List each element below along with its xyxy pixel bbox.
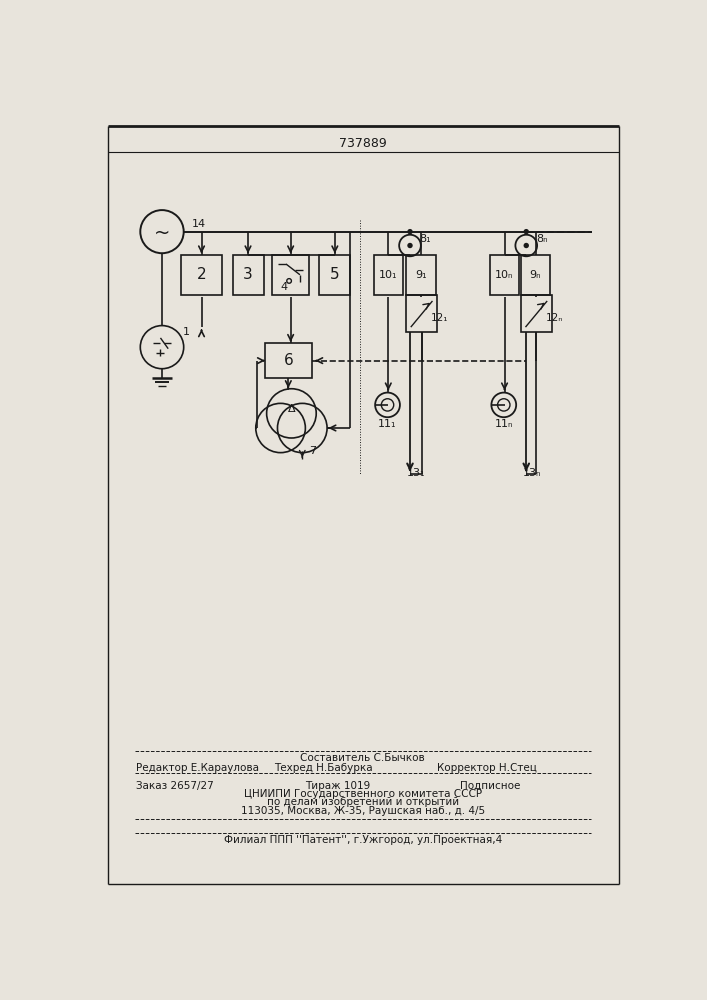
Text: 13₁: 13₁ (407, 468, 426, 478)
Bar (265, 343, 312, 378)
Bar (521, 295, 552, 332)
Text: 737889: 737889 (339, 137, 387, 150)
Text: по делам изобретений и открытий: по делам изобретений и открытий (267, 797, 459, 807)
Text: 1: 1 (183, 327, 190, 337)
Bar (406, 255, 436, 295)
Text: Корректор Н.Стец: Корректор Н.Стец (437, 763, 537, 773)
Text: Филиал ППП ''Патент'', г.Ужгород, ул.Проектная,4: Филиал ППП ''Патент'', г.Ужгород, ул.Про… (223, 835, 502, 845)
Text: Редактор Е.Караулова: Редактор Е.Караулова (136, 763, 259, 773)
Text: Тираж 1019: Тираж 1019 (305, 781, 370, 791)
Text: 12ₙ: 12ₙ (546, 313, 563, 323)
Text: 6: 6 (284, 353, 293, 368)
Bar (320, 255, 351, 295)
Text: 11ₙ: 11ₙ (494, 419, 513, 429)
Bar (182, 255, 222, 295)
Text: Техред Н.Бабурка: Техред Н.Бабурка (274, 763, 373, 773)
Text: 4: 4 (281, 282, 288, 292)
Text: 9₁: 9₁ (415, 270, 426, 280)
Text: Составитель С.Бычков: Составитель С.Бычков (300, 753, 425, 763)
Text: 10₁: 10₁ (379, 270, 397, 280)
Text: 3: 3 (243, 267, 253, 282)
Circle shape (524, 229, 529, 234)
Bar (233, 255, 264, 295)
Text: ~: ~ (154, 224, 170, 243)
Text: 5: 5 (330, 267, 339, 282)
Circle shape (524, 243, 529, 248)
Text: Заказ 2657/27: Заказ 2657/27 (136, 781, 214, 791)
Text: 13ₙ: 13ₙ (523, 468, 542, 478)
Circle shape (407, 243, 413, 248)
Bar (373, 255, 403, 295)
Bar (406, 295, 437, 332)
Text: 11₁: 11₁ (378, 419, 397, 429)
Text: 2: 2 (197, 267, 206, 282)
Text: 10ₙ: 10ₙ (496, 270, 514, 280)
Text: Δ: Δ (288, 404, 296, 414)
Bar (521, 255, 550, 295)
Text: Подписное: Подписное (460, 781, 521, 791)
Bar (272, 255, 309, 295)
Text: 9ₙ: 9ₙ (530, 270, 542, 280)
Text: 8ₙ: 8ₙ (536, 234, 547, 244)
Text: 113035, Москва, Ж-35, Раушская наб., д. 4/5: 113035, Москва, Ж-35, Раушская наб., д. … (240, 806, 485, 816)
Text: 14: 14 (192, 219, 206, 229)
Text: 7: 7 (310, 446, 317, 456)
Circle shape (407, 229, 413, 234)
Text: ЦНИИПИ Государственного комитета СССР: ЦНИИПИ Государственного комитета СССР (244, 789, 481, 799)
Text: 12₁: 12₁ (431, 313, 448, 323)
Text: 8₁: 8₁ (420, 234, 431, 244)
Bar (490, 255, 519, 295)
